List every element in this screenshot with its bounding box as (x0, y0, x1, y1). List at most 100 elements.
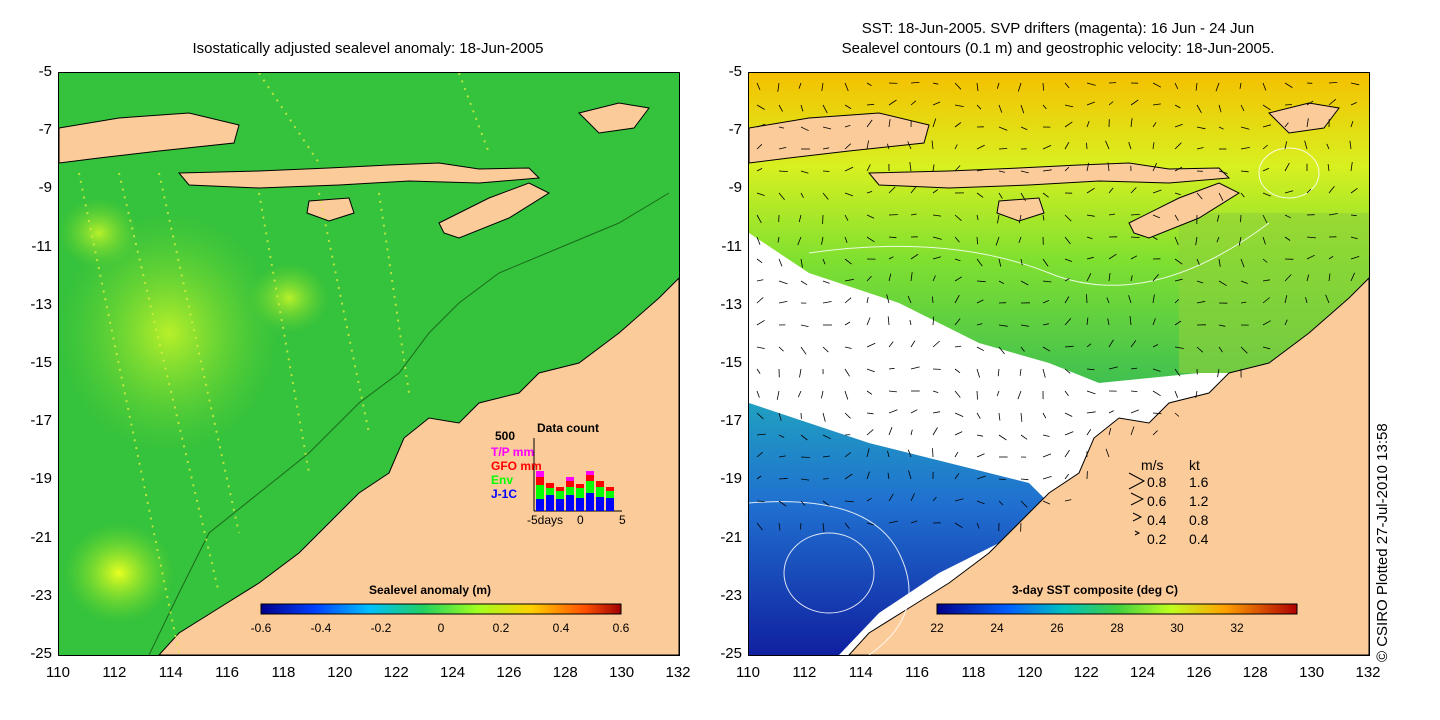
velocity-arrow (1196, 126, 1206, 130)
right-map-title-line2: Sealevel contours (0.1 m) and geostrophi… (841, 40, 1275, 57)
velocity-arrow (821, 390, 824, 399)
anomaly-high-west (59, 213, 279, 453)
velocity-arrow (1152, 189, 1162, 194)
velocity-arrow (1130, 367, 1138, 370)
velocity-arrow (888, 367, 895, 370)
velocity-arrow (1064, 82, 1070, 89)
left_map-y-tick: -9 (38, 179, 52, 197)
right_map-x-tick: 122 (1073, 664, 1099, 681)
velocity-arrow (756, 412, 764, 420)
velocity-arrow (844, 258, 852, 265)
velocity-arrow (976, 236, 978, 245)
velocity-arrow (954, 258, 961, 262)
velocity-arrow (1086, 411, 1096, 414)
velocity-arrow (1064, 449, 1070, 458)
velocity-arrow (866, 297, 869, 304)
velocity-arrow (1240, 147, 1250, 150)
velocity-arrow (756, 346, 765, 349)
velocity-arrow (777, 236, 780, 243)
velocity-arrow (778, 170, 788, 172)
velocity-arrow (888, 186, 896, 194)
velocity-arrow (756, 475, 762, 480)
velocity-arrow (756, 319, 765, 326)
left_map-x-tick: 120 (327, 664, 353, 681)
right_map-y-tick: -23 (720, 586, 742, 604)
data-count-xlabel-end: 5 (619, 513, 626, 527)
velocity-arrow (1042, 280, 1052, 283)
velocity-arrow (1262, 297, 1270, 304)
velocity-arrow (909, 319, 912, 326)
sealevel-colorbar-label: -0.2 (370, 621, 392, 635)
velocity-arrow (756, 451, 763, 458)
velocity-arrow (822, 170, 830, 172)
velocity-arrow (776, 390, 780, 400)
velocity-arrow (1152, 390, 1161, 397)
velocity-arrow (998, 126, 1008, 131)
velocity-arrow (1064, 368, 1071, 374)
velocity-arrow (1174, 166, 1183, 172)
velocity-arrow (844, 473, 853, 480)
data-count-title: Data count (537, 421, 600, 435)
right_map-y-tick: -7 (728, 121, 742, 139)
right_map-y-tick: -9 (728, 179, 742, 197)
velocity-arrow (1284, 236, 1291, 241)
velocity-arrow (778, 434, 785, 438)
velocity-arrow (976, 346, 985, 352)
left_map-x-tick: 130 (609, 664, 635, 681)
velocity-arrow (866, 236, 875, 243)
velocity-arrow (1239, 82, 1242, 89)
velocity-arrow (800, 258, 803, 268)
velocity-arrow (821, 82, 824, 91)
velocity-arrow (756, 214, 762, 224)
velocity-arrow (1306, 236, 1316, 239)
velocity-arrow (844, 82, 849, 92)
velocity-arrow (798, 82, 802, 89)
velocity-arrow (932, 214, 942, 217)
lesser-sunda-islands-sst (867, 162, 1231, 189)
velocity-arrow (822, 258, 826, 265)
velocity-arrow (1020, 258, 1023, 266)
velocity-arrow (910, 213, 917, 216)
right_map-x-tick: 132 (1355, 664, 1381, 681)
velocity-arrow (1152, 103, 1161, 106)
velocity-arrow (1262, 320, 1271, 326)
velocity-arrow (997, 368, 1000, 377)
velocity-arrow (888, 493, 894, 502)
velocity-arrow (1350, 162, 1353, 172)
velocity-arrow (1064, 390, 1069, 396)
velocity-arrow (1328, 185, 1335, 194)
velocity-arrow (997, 214, 1000, 224)
velocity-arrow (910, 520, 918, 524)
velocity-arrow (1042, 82, 1044, 91)
right-map-panel: 3-day SST composite (deg C) 22 24 26 28 30 32… (748, 72, 1370, 656)
velocity-arrow (1018, 214, 1022, 224)
right_map-x-tick: 114 (848, 664, 873, 681)
velocity-arrow (1152, 318, 1156, 326)
left_map-y-tick: -21 (30, 528, 52, 546)
data-count-max-label: 500 (495, 429, 516, 443)
velocity-arrow (932, 82, 939, 85)
velocity-arrow (976, 412, 981, 419)
velocity-arrow (1064, 258, 1073, 262)
velocity-arrow (910, 366, 920, 370)
right_map-x-tick: 124 (1130, 664, 1156, 681)
velocity-arrow (778, 500, 787, 507)
velocity-arrow (1284, 214, 1291, 219)
velocity-arrow (866, 522, 874, 526)
velocity-arrow (910, 253, 919, 260)
velocity-arrow (1042, 434, 1050, 437)
velocity-arrow (908, 470, 912, 480)
australia-landmass (158, 277, 679, 655)
velocity-arrow (1042, 145, 1052, 150)
velocity-arrow (1064, 473, 1070, 480)
velocity-arrow (998, 258, 1002, 267)
velocity-arrow (866, 214, 875, 219)
velocity-arrow (954, 294, 960, 304)
velocity-legend-ms: 0.4 (1147, 512, 1167, 528)
velocity-arrow (998, 434, 1007, 441)
right_map-x-tick: 110 (736, 664, 760, 681)
velocity-arrow (954, 165, 961, 172)
velocity-arrow (822, 455, 830, 458)
anomaly-high-northwest (59, 198, 139, 268)
sealevel-contours (749, 147, 1320, 655)
